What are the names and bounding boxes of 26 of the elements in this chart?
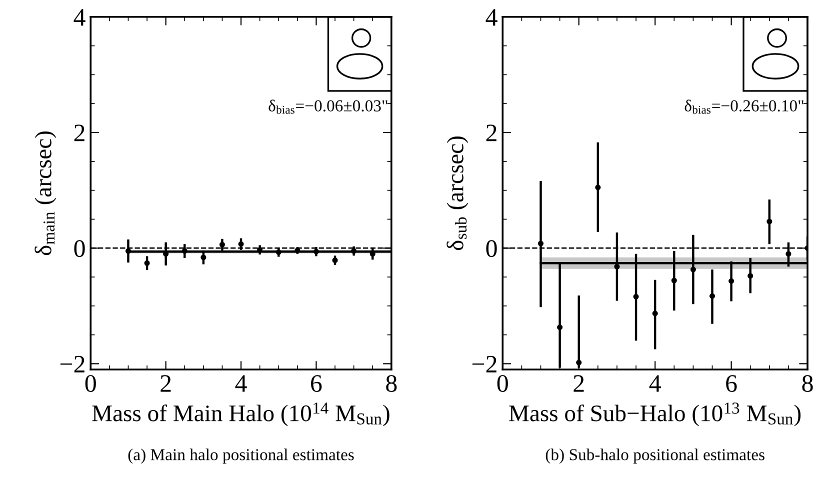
y-axis-title: δ$_{sub}$ (arcsec) — [446, 136, 468, 250]
x-tick-label: 2 — [574, 375, 584, 392]
y-tick-label: −2 — [472, 356, 496, 372]
x-axis-title: Mass of Main Halo (10$^{14}$ M$_{Sun}$) — [92, 402, 390, 426]
x-tick-label: 4 — [235, 375, 247, 392]
y-tick-label: 2 — [74, 124, 84, 142]
x-tick-label: 2 — [160, 375, 171, 392]
y-tick-label: 4 — [74, 9, 86, 26]
annotation: δ$_{bias}$=−0.06±0.03" — [268, 100, 388, 114]
x-tick-label: 6 — [726, 375, 737, 392]
y-tick-label: −2 — [60, 356, 84, 372]
x-axis-title: Mass of Sub−Halo (10$^{13}$ M$_{Sun}$) — [509, 402, 801, 426]
y-tick-label: 0 — [486, 240, 497, 258]
x-tick-label: 4 — [649, 375, 661, 392]
y-tick-label: 4 — [486, 9, 498, 26]
annotation: δ$_{bias}$=−0.26±0.10" — [684, 100, 804, 114]
y-axis-title: δ$_{main}$ (arcsec) — [34, 132, 56, 256]
y-tick-label: 0 — [74, 240, 85, 258]
x-tick-label: 6 — [311, 375, 322, 392]
text: (b) Sub-halo positional estimates — [546, 448, 764, 464]
x-tick-label: 0 — [497, 375, 508, 392]
x-tick-label: 8 — [802, 375, 813, 392]
x-tick-label: 8 — [386, 375, 397, 392]
y-tick-label: 2 — [486, 124, 496, 142]
text: (a) Main halo positional estimates — [128, 448, 354, 464]
x-tick-label: 0 — [85, 375, 96, 392]
